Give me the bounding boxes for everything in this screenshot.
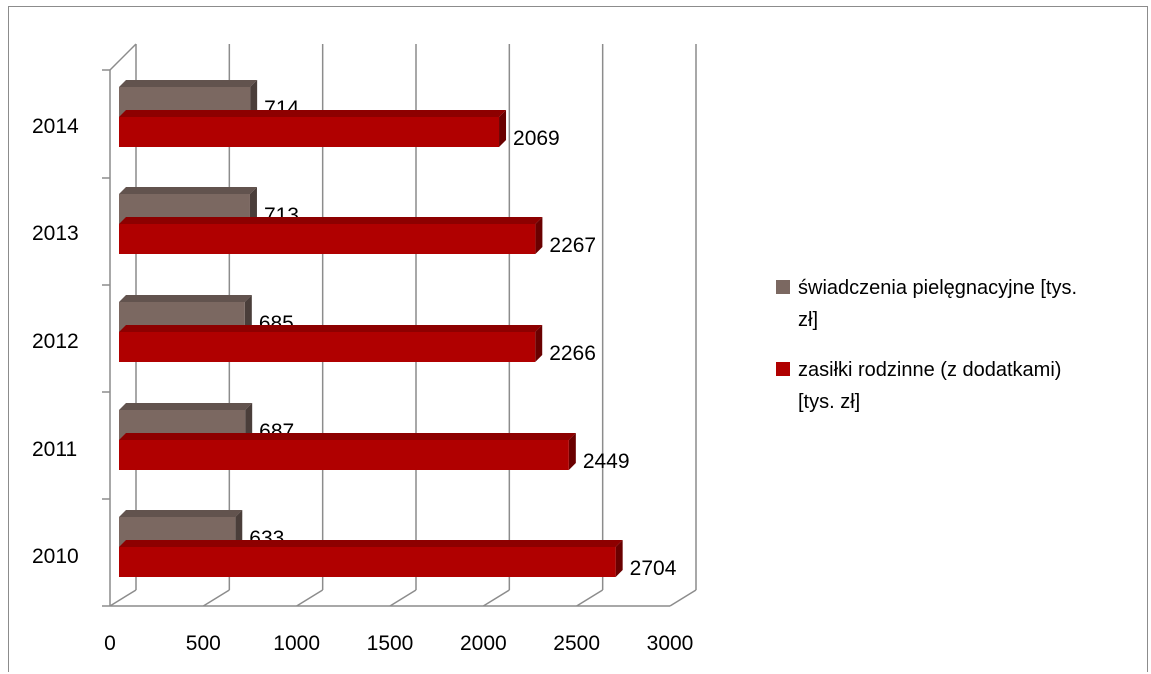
data-label-series1: 2266 bbox=[549, 342, 596, 365]
floor-gridline bbox=[202, 589, 230, 607]
bar-series2-end bbox=[249, 187, 257, 224]
legend-label: świadczenia pielęgnacyjne [tys. bbox=[798, 277, 1077, 299]
bar-series1-top bbox=[119, 540, 623, 547]
data-label-series1: 2449 bbox=[583, 450, 630, 473]
data-label-series1: 2069 bbox=[513, 127, 560, 150]
chart-frame bbox=[8, 6, 1148, 672]
y-tick-label: 2012 bbox=[32, 330, 79, 353]
bar-series1-top bbox=[119, 325, 543, 332]
floor-gridline bbox=[109, 589, 137, 607]
y-tick-label: 2014 bbox=[32, 115, 79, 138]
bar-series1 bbox=[119, 440, 569, 470]
floor-gridline bbox=[482, 589, 510, 607]
y-tick-label: 2013 bbox=[32, 222, 79, 245]
y-tick-label: 2010 bbox=[32, 545, 79, 568]
bar-series2-end bbox=[245, 403, 253, 440]
bar-series1 bbox=[119, 547, 616, 577]
x-tick-label: 1500 bbox=[367, 632, 414, 655]
bar-series1-top bbox=[119, 433, 576, 440]
bar-series1-end bbox=[535, 325, 543, 362]
bar-series2-top bbox=[119, 403, 253, 410]
bar-series1-end bbox=[568, 433, 576, 470]
x-tick-label: 3000 bbox=[647, 632, 694, 655]
legend-swatch bbox=[776, 280, 790, 294]
floor-gridline bbox=[296, 589, 324, 607]
data-label-series1: 2267 bbox=[549, 234, 596, 257]
x-tick-label: 500 bbox=[186, 632, 221, 655]
bar-series2-end bbox=[244, 295, 252, 332]
floor-gridline bbox=[389, 589, 417, 607]
x-tick-label: 0 bbox=[104, 632, 116, 655]
bar-series1-top bbox=[119, 217, 543, 224]
bar-series1-end bbox=[535, 217, 543, 254]
y-tick-label: 2011 bbox=[32, 438, 77, 461]
y-axis-top-edge bbox=[109, 43, 137, 71]
bar-series2-top bbox=[119, 510, 243, 517]
legend-swatch bbox=[776, 362, 790, 376]
bar-series2-top bbox=[119, 187, 257, 194]
data-label-series1: 2704 bbox=[630, 557, 677, 580]
floor-gridline bbox=[669, 589, 697, 607]
legend-label: zł] bbox=[798, 309, 818, 331]
floor-gridline bbox=[576, 589, 604, 607]
bar-series1-end bbox=[615, 540, 623, 577]
x-tick-label: 2500 bbox=[553, 632, 600, 655]
bar-series2-top bbox=[119, 80, 258, 87]
bar-series2-end bbox=[235, 510, 243, 547]
legend-label: [tys. zł] bbox=[798, 391, 860, 413]
bar-series1 bbox=[119, 117, 500, 147]
bar-series1-top bbox=[119, 110, 507, 117]
bar-series1-end bbox=[499, 110, 507, 147]
bar-series2-end bbox=[250, 80, 258, 117]
x-tick-label: 2000 bbox=[460, 632, 507, 655]
legend-label: zasiłki rodzinne (z dodatkami) bbox=[798, 359, 1061, 381]
bar-series2-top bbox=[119, 295, 252, 302]
bar-series1 bbox=[119, 332, 536, 362]
bar-series1 bbox=[119, 224, 536, 254]
x-tick-label: 1000 bbox=[273, 632, 320, 655]
